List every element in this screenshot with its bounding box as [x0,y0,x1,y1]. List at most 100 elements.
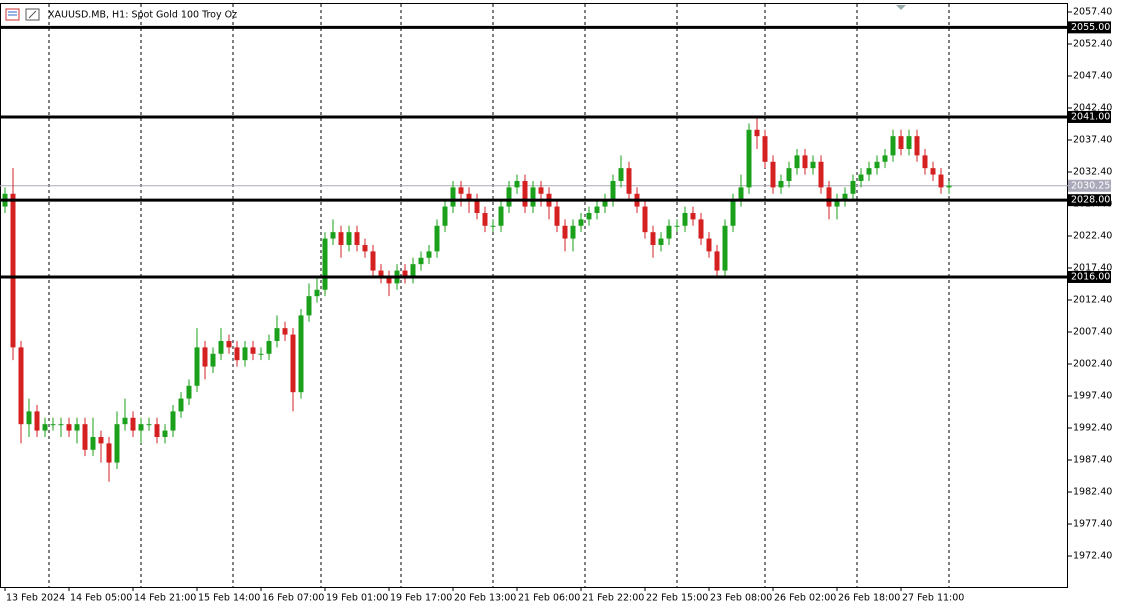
candle-body [714,251,720,271]
candle-body [650,232,656,245]
candle-body [810,161,816,169]
candle-body [626,168,632,194]
x-tick-label: 26 Feb 18:00 [838,593,900,604]
candle-body [458,187,464,194]
candle-body [258,353,264,355]
candle-body [570,225,576,239]
plot-frame [0,3,1068,588]
candle-body [666,225,672,239]
candle-body [746,129,752,188]
candle-body [586,212,592,220]
candle-body [162,430,168,437]
candle-body [122,417,128,425]
y-tick-label: 1992.40 [1073,423,1112,434]
level-label: 2028.00 [1071,195,1110,206]
candle-body [482,212,488,226]
candle-body [690,212,696,220]
candle-body [266,340,272,354]
candle-body [874,161,880,169]
candle-body [490,225,496,227]
candle-body [466,193,472,201]
candle-body [106,443,112,463]
y-tick-label: 2022.40 [1073,231,1112,242]
candle-body [90,436,96,450]
y-tick-label: 2002.40 [1073,359,1112,370]
x-tick-label: 16 Feb 07:00 [262,593,324,604]
candle-body [66,424,72,431]
level-label: 2041.00 [1071,111,1110,122]
candle-body [842,193,848,201]
candle-body [354,232,360,245]
candle-body [818,161,824,188]
candle-body [202,347,208,367]
candle-body [658,238,664,245]
candle-body [338,232,344,245]
candle-body [826,187,832,207]
candle-body [450,187,456,207]
candle-body [434,225,440,252]
candle-body [314,289,320,297]
y-tick-label: 2047.40 [1073,71,1112,82]
candle-body [922,155,928,169]
x-tick-label: 23 Feb 08:00 [710,593,772,604]
candle-body [298,315,304,393]
candle-body [858,174,864,181]
candle-body [290,334,296,393]
candle-body [794,155,800,169]
y-tick-label: 2007.40 [1073,327,1112,338]
x-tick-label: 13 Feb 2024 [6,593,65,604]
y-tick-label: 2042.40 [1073,103,1112,114]
last-price-box [1068,179,1111,192]
last-price-label: 2030.25 [1071,180,1110,191]
candle-body [10,193,16,348]
candle-body [698,219,704,239]
level-label: 2016.00 [1071,271,1110,282]
candle-body [506,187,512,207]
candle-body [778,180,784,188]
candle-body [210,353,216,367]
candle-body [274,328,280,341]
candle-body [762,136,768,162]
candle-body [154,424,160,437]
candle-body [890,136,896,156]
candle-body [674,225,680,227]
candle-body [74,424,80,431]
y-tick-label: 1972.40 [1073,551,1112,562]
x-tick-label: 15 Feb 14:00 [198,593,260,604]
x-tick-label: 26 Feb 02:00 [774,593,836,604]
candle-body [114,424,120,463]
y-tick-label: 1977.40 [1073,519,1112,530]
candle-body [418,257,424,265]
candle-body [554,206,560,226]
candle-body [610,180,616,201]
candle-body [378,270,384,277]
candle-body [98,436,104,444]
x-tick-label: 14 Feb 21:00 [134,593,196,604]
candle-body [578,219,584,226]
symbol-icons [5,8,40,21]
y-tick-label: 2017.40 [1073,263,1112,274]
candle-body [426,251,432,258]
candle-body [50,424,56,426]
candle-body [930,168,936,175]
candle-body [34,411,40,431]
candle-body [834,200,840,207]
candle-body [170,411,176,431]
candle-body [786,168,792,181]
x-tick-label: 22 Feb 15:00 [646,593,708,604]
level-label-box [1068,110,1111,123]
candle-body [178,398,184,412]
candle-body [386,276,392,284]
candle-body [738,187,744,201]
candle-body [770,161,776,188]
candle-body [498,206,504,226]
candle-body [538,187,544,194]
y-tick-label: 1997.40 [1073,391,1112,402]
candle-body [402,270,408,277]
candle-body [898,136,904,149]
candle-body [442,206,448,226]
y-tick-label: 2052.40 [1073,39,1112,50]
candle-body [306,296,312,316]
